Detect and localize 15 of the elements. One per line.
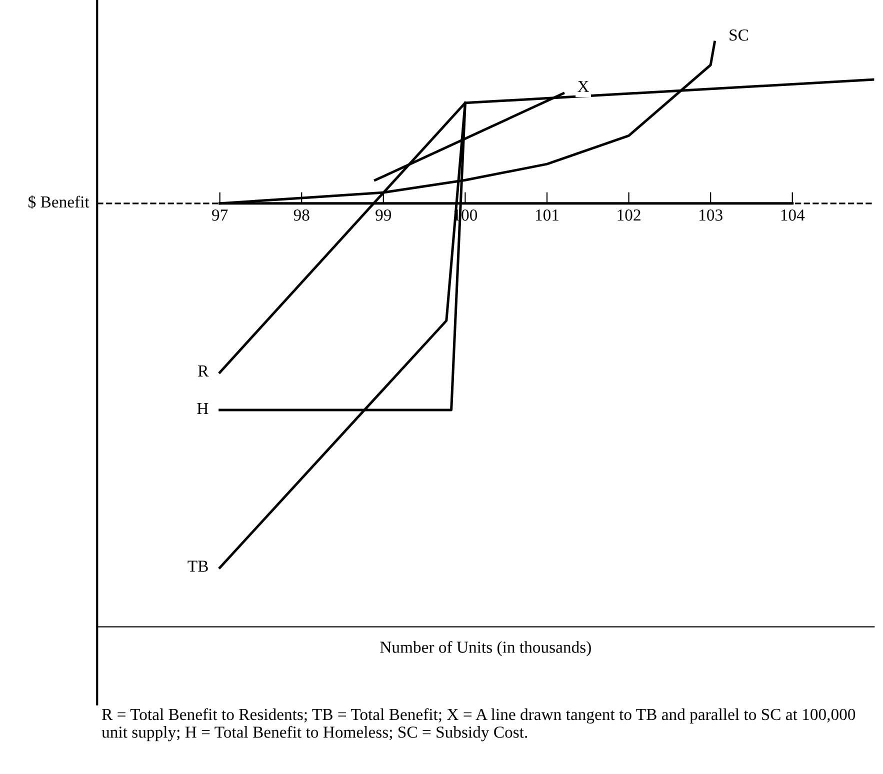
series-label: R	[198, 366, 209, 376]
x-tick-label: 99	[376, 210, 392, 221]
series-label: X	[578, 80, 589, 92]
x-tick-label: 102	[618, 209, 640, 221]
x-tick-label: 104	[781, 209, 805, 221]
x-tick-label: 101	[536, 209, 558, 221]
series-label: SC	[730, 29, 748, 41]
x-tick-label: 97	[212, 210, 228, 221]
x-axis-title: Number of Units (in thousands)	[380, 640, 591, 656]
text: R = Total Benefit to Residents; TB = Total Benefit; X = A line drawn tangent to TB and parallel to SC at 100,000 unit supply; H = Total Benefit to Homeless; SC = Subsidy Cost.	[102, 708, 856, 742]
y-axis-title: $ Benefit	[28, 195, 90, 209]
x-tick-label: 98	[294, 209, 310, 221]
x-tick-label: 103	[700, 209, 722, 221]
series-label: H	[197, 403, 208, 414]
series-label: TB	[188, 560, 208, 572]
